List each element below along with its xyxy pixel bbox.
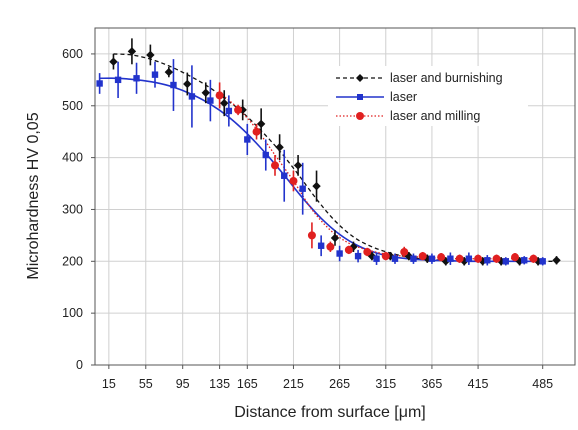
x-tick-label: 265 — [329, 377, 350, 391]
point-laser — [428, 255, 436, 262]
point-laser — [465, 255, 473, 262]
legend-item-laser: laser — [336, 90, 417, 104]
point-milling — [326, 242, 335, 251]
legend-label-milling: laser and milling — [390, 109, 480, 123]
point-laser — [336, 250, 343, 257]
point-laser — [96, 80, 103, 87]
x-tick-label: 215 — [283, 377, 304, 391]
point-burnishing — [552, 256, 561, 265]
point-milling — [234, 105, 243, 114]
x-tick-label: 485 — [532, 377, 553, 391]
point-milling — [437, 253, 446, 262]
point-burnishing — [330, 233, 340, 243]
x-axis-ticks: 15 55 95 135 165 215 265 315 365 415 485 — [102, 365, 553, 391]
legend-marker-laser — [357, 94, 363, 100]
y-tick-label: 500 — [62, 99, 83, 113]
point-laser — [170, 81, 177, 89]
point-milling — [307, 231, 316, 240]
legend-marker-burnishing — [356, 74, 364, 82]
point-milling — [529, 254, 538, 263]
x-tick-label: 415 — [468, 377, 489, 391]
point-laser — [391, 255, 399, 262]
point-burnishing — [127, 47, 137, 56]
point-burnishing — [146, 50, 155, 60]
y-axis-title: Microhardness HV 0,05 — [25, 112, 42, 279]
y-tick-label: 400 — [62, 151, 83, 165]
point-burnishing — [201, 88, 210, 98]
x-tick-label: 135 — [209, 377, 230, 391]
point-laser — [539, 258, 546, 265]
point-milling — [381, 252, 390, 261]
legend-label-laser: laser — [390, 90, 417, 104]
point-laser — [299, 185, 306, 192]
y-tick-label: 300 — [62, 202, 83, 216]
point-laser — [484, 257, 491, 264]
point-milling — [400, 247, 409, 256]
point-milling — [289, 176, 298, 185]
legend-marker-milling — [356, 112, 364, 120]
plot-frame — [94, 27, 576, 366]
point-milling — [474, 254, 483, 263]
data-markers — [96, 47, 561, 266]
point-burnishing — [293, 161, 303, 170]
x-tick-label: 165 — [237, 377, 258, 391]
y-axis-ticks: 0 100 200 300 400 500 600 — [62, 47, 95, 372]
point-laser — [244, 136, 251, 143]
point-laser — [373, 255, 380, 262]
x-tick-label: 315 — [375, 377, 396, 391]
point-burnishing — [256, 119, 266, 129]
point-milling — [271, 161, 279, 170]
y-tick-label: 0 — [76, 358, 83, 372]
x-tick-label: 15 — [102, 377, 116, 391]
grid-lines — [95, 28, 575, 366]
legend-item-milling: laser and milling — [336, 109, 480, 123]
point-burnishing — [164, 67, 174, 77]
point-burnishing — [183, 79, 192, 89]
point-laser — [114, 76, 122, 84]
point-burnishing — [220, 98, 229, 108]
point-burnishing — [275, 143, 284, 152]
point-laser — [354, 252, 362, 260]
legend-label-burnishing: laser and burnishing — [390, 71, 503, 85]
y-tick-label: 100 — [62, 306, 83, 320]
point-burnishing — [312, 181, 321, 191]
point-laser — [151, 71, 159, 78]
x-tick-label: 365 — [421, 377, 442, 391]
point-laser — [281, 172, 288, 179]
point-milling — [363, 247, 372, 256]
point-laser — [521, 257, 528, 264]
point-laser — [225, 107, 233, 115]
point-burnishing — [349, 242, 358, 251]
point-laser — [262, 151, 269, 159]
point-milling — [511, 253, 519, 262]
point-laser — [317, 242, 325, 249]
point-milling — [344, 245, 353, 254]
y-tick-label: 200 — [62, 254, 83, 268]
point-burnishing — [109, 57, 118, 66]
point-laser — [133, 75, 140, 82]
x-tick-label: 95 — [176, 377, 190, 391]
point-laser — [447, 255, 454, 262]
x-tick-label: 55 — [139, 377, 153, 391]
point-milling — [215, 91, 224, 100]
point-laser — [410, 255, 417, 262]
point-milling — [418, 252, 427, 261]
legend-item-burnishing: laser and burnishing — [336, 71, 503, 85]
point-milling — [455, 254, 464, 263]
point-laser — [502, 258, 509, 265]
y-tick-label: 600 — [62, 47, 83, 61]
point-laser — [188, 93, 196, 100]
point-milling — [492, 254, 501, 263]
x-axis-title: Distance from surface [μm] — [234, 404, 426, 421]
point-laser — [207, 97, 214, 104]
legend: laser and burnishing laser laser and mil… — [328, 66, 528, 126]
point-milling — [252, 127, 261, 136]
